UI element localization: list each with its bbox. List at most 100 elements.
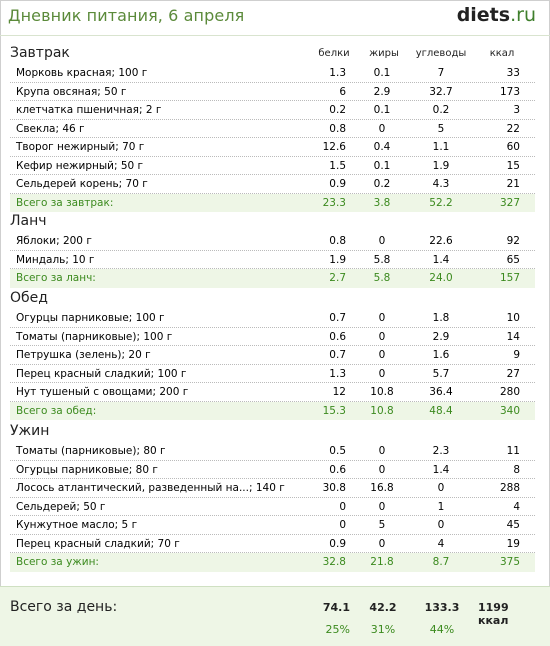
kcal-value: 27 [506, 367, 520, 380]
food-row[interactable]: Перец красный сладкий; 70 г 0.9 0 4 19 [10, 535, 535, 553]
protein-value: 12 [332, 386, 346, 398]
food-name: Сельдерей; 50 г [16, 500, 106, 513]
section-title-breakfast: Завтрак [10, 45, 70, 61]
day-total-fat: 42.2 [369, 601, 397, 614]
total-kcal-value: 375 [499, 556, 520, 568]
logo-bold: diets [456, 4, 511, 26]
food-row[interactable]: Сельдерей; 50 г 0 0 1 4 [10, 498, 535, 516]
fat-value: 0 [378, 367, 386, 380]
section-total-row: Всего за завтрак: 23.3 3.8 52.2 327 [10, 193, 535, 212]
section-title-supper: Ужин [10, 423, 50, 439]
food-row[interactable]: Морковь красная; 100 г 1.3 0.1 7 33 [10, 64, 535, 83]
carbs-value: 1.6 [432, 349, 450, 361]
food-row[interactable]: Свекла; 46 г 0.8 0 5 22 [10, 120, 535, 138]
total-food-name: Всего за завтрак: [16, 196, 114, 209]
carbs-value: 2.9 [432, 330, 450, 343]
kcal-value: 3 [513, 104, 520, 116]
kcal-value: 45 [506, 519, 520, 531]
fat-value: 10.8 [370, 386, 394, 398]
food-row[interactable]: Кефир нежирный; 50 г 1.5 0.1 1.9 15 [10, 157, 535, 175]
food-name: Лосось атлантический, разведенный на...;… [16, 482, 285, 494]
header-divider [0, 35, 550, 36]
section-title-lunch: Ланч [10, 213, 47, 229]
total-kcal-value: 157 [499, 272, 520, 284]
food-row[interactable]: Яблоки; 200 г 0.8 0 22.6 92 [10, 232, 535, 251]
kcal-value: 4 [513, 500, 520, 513]
carbs-value: 1.4 [432, 253, 450, 266]
column-header-carbs: углеводы [415, 48, 467, 59]
protein-value: 6 [339, 85, 346, 98]
kcal-value: 33 [506, 67, 520, 79]
fat-value: 0 [378, 312, 386, 324]
total-protein-value: 15.3 [322, 404, 346, 417]
carbs-value: 2.3 [432, 445, 450, 457]
total-food-name: Всего за ланч: [16, 272, 96, 284]
food-row[interactable]: Лосось атлантический, разведенный на...;… [10, 479, 535, 498]
food-row[interactable]: Петрушка (зелень); 20 г 0.7 0 1.6 9 [10, 346, 535, 365]
total-food-name: Всего за ужин: [16, 556, 99, 568]
kcal-value: 288 [499, 482, 520, 494]
fat-value: 0 [378, 445, 386, 457]
total-kcal-value: 340 [499, 404, 520, 417]
fat-value: 2.9 [373, 85, 391, 98]
carbs-value: 1.8 [432, 312, 450, 324]
food-row[interactable]: Томаты (парниковые); 80 г 0.5 0 2.3 11 [10, 442, 535, 461]
food-row[interactable]: Огурцы парниковые; 80 г 0.6 0 1.4 8 [10, 461, 535, 479]
fat-value: 5.8 [373, 253, 391, 266]
carbs-value: 1.9 [432, 159, 450, 172]
total-kcal-value: 327 [499, 196, 520, 209]
protein-value: 0.9 [329, 178, 346, 190]
day-total-label: Всего за день: [10, 599, 118, 615]
food-name: Томаты (парниковые); 80 г [16, 445, 166, 457]
kcal-value: 15 [506, 159, 520, 172]
food-row[interactable]: Творог нежирный; 70 г 12.6 0.4 1.1 60 [10, 138, 535, 157]
kcal-value: 9 [513, 349, 520, 361]
food-name: Свекла; 46 г [16, 122, 85, 135]
carbs-value: 1 [437, 500, 445, 513]
total-fat-value: 21.8 [370, 556, 394, 568]
food-row[interactable]: Крупа овсяная; 50 г 6 2.9 32.7 173 [10, 83, 535, 101]
supper-table: Томаты (парниковые); 80 г 0.5 0 2.3 11 Огурцы… [10, 442, 535, 572]
day-percent-fat: 31% [370, 623, 396, 636]
kcal-value: 22 [506, 122, 520, 135]
food-name: Огурцы парниковые; 100 г [16, 312, 165, 324]
carbs-value: 5.7 [432, 367, 450, 380]
header: Дневник питания, 6 апреля diets.ru [0, 0, 550, 36]
food-row[interactable]: Нут тушеный с овощами; 200 г 12 10.8 36.4 28… [10, 383, 535, 402]
protein-value: 0.6 [329, 330, 346, 343]
food-row[interactable]: Миндаль; 10 г 1.9 5.8 1.4 65 [10, 251, 535, 269]
fat-value: 0 [378, 463, 386, 476]
fat-value: 5 [378, 519, 386, 531]
fat-value: 16.8 [370, 482, 394, 494]
day-percent-carbs: 44% [429, 623, 455, 636]
kcal-value: 21 [506, 178, 520, 190]
food-row[interactable]: Кунжутное масло; 5 г 0 5 0 45 [10, 516, 535, 535]
total-carbs-value: 52.2 [429, 196, 453, 209]
section-total-row: Всего за ланч: 2.7 5.8 24.0 157 [10, 269, 535, 288]
food-row[interactable]: Огурцы парниковые; 100 г 0.7 0 1.8 10 [10, 309, 535, 328]
fat-value: 0 [378, 235, 386, 247]
section-total-row: Всего за ужин: 32.8 21.8 8.7 375 [10, 553, 535, 572]
page-title: Дневник питания, 6 апреля [8, 6, 245, 25]
kcal-value: 8 [513, 463, 520, 476]
carbs-value: 4 [437, 537, 445, 550]
logo-rest: .ru [510, 4, 536, 26]
fat-value: 0 [378, 349, 386, 361]
section-title-dinner: Обед [10, 290, 48, 306]
food-name: Кунжутное масло; 5 г [16, 519, 138, 531]
protein-value: 1.9 [329, 253, 346, 266]
fat-value: 0.1 [373, 67, 391, 79]
site-logo[interactable]: diets.ru [457, 4, 536, 26]
carbs-value: 0 [437, 519, 445, 531]
food-row[interactable]: Томаты (парниковые); 100 г 0.6 0 2.9 14 [10, 328, 535, 346]
food-name: Кефир нежирный; 50 г [16, 159, 144, 172]
column-header-kcal: ккал [489, 48, 515, 59]
carbs-value: 22.6 [429, 235, 453, 247]
kcal-value: 11 [506, 445, 520, 457]
food-name: Томаты (парниковые); 100 г [16, 330, 173, 343]
food-row[interactable]: клетчатка пшеничная; 2 г 0.2 0.1 0.2 3 [10, 101, 535, 120]
total-carbs-value: 48.4 [429, 404, 453, 417]
food-row[interactable]: Перец красный сладкий; 100 г 1.3 0 5.7 27 [10, 365, 535, 383]
kcal-value: 173 [499, 85, 520, 98]
food-row[interactable]: Сельдерей корень; 70 г 0.9 0.2 4.3 21 [10, 175, 535, 194]
